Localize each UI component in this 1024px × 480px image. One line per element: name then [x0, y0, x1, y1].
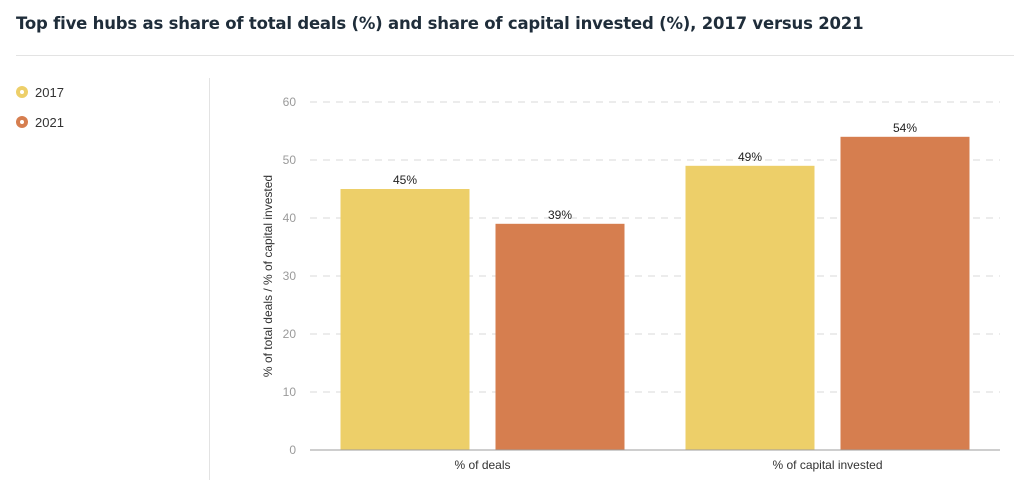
legend-item-2017[interactable]: 2017	[16, 84, 64, 100]
y-tick-label-0: 0	[289, 443, 296, 457]
data-label-2017-capital: 49%	[738, 150, 762, 164]
bar-2017-deals	[340, 189, 470, 450]
y-tick-label-40: 40	[283, 211, 297, 225]
y-tick-label-30: 30	[283, 269, 297, 283]
legend-label-2017: 2017	[35, 84, 64, 100]
legend: 2017 2021	[16, 84, 64, 144]
data-label-2017-deals: 45%	[393, 173, 417, 187]
title-divider	[16, 55, 1014, 56]
legend-marker-2021	[16, 116, 28, 128]
y-axis-label: % of total deals / % of capital invested	[261, 175, 275, 377]
data-label-2021-deals: 39%	[548, 208, 572, 222]
bar-2017-capital	[685, 165, 815, 451]
x-tick-label-deals: % of deals	[454, 458, 510, 472]
legend-marker-2017	[16, 86, 28, 98]
data-label-2021-capital: 54%	[893, 121, 917, 135]
bar-2021-capital	[840, 136, 970, 451]
x-tick-label-capital: % of capital invested	[772, 458, 882, 472]
y-tick-label-50: 50	[283, 153, 297, 167]
y-tick-label-60: 60	[283, 95, 297, 109]
bar-2021-deals	[495, 223, 625, 450]
panel-divider	[209, 78, 210, 480]
chart-title: Top five hubs as share of total deals (%…	[16, 14, 864, 33]
legend-label-2021: 2021	[35, 114, 64, 130]
y-tick-label-20: 20	[283, 327, 297, 341]
legend-item-2021[interactable]: 2021	[16, 114, 64, 130]
y-tick-label-10: 10	[283, 385, 297, 399]
